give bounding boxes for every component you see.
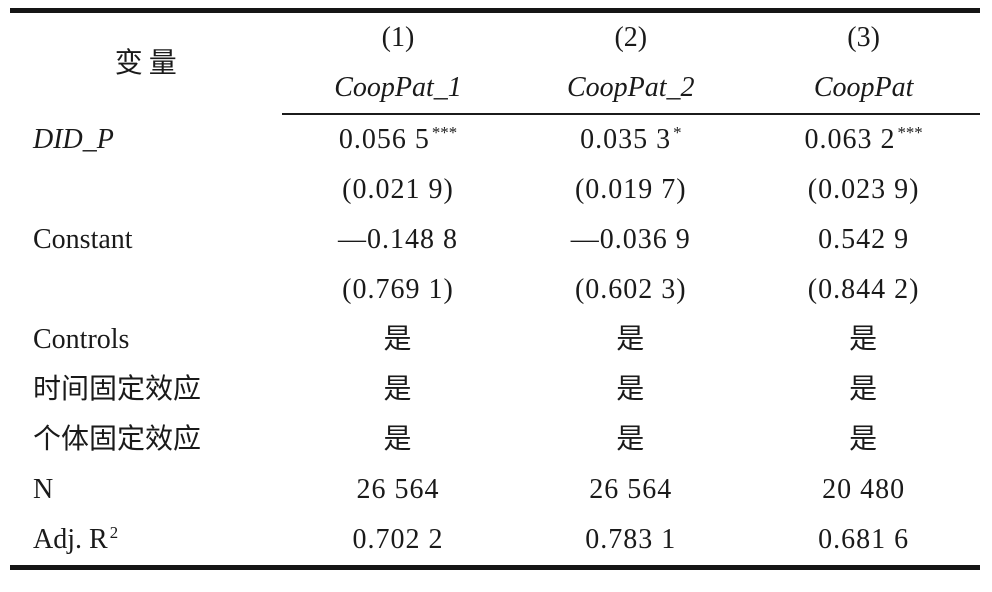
value-cell: 0.702 2 [352,524,444,556]
value-cell: (0.019 7) [574,174,687,206]
value-cell: 是 [849,424,879,456]
column-model-2: CoopPat_2 [514,63,748,115]
value-cell: 是 [383,374,413,406]
significance-stars: * [673,122,682,142]
column-number-2: (2) [614,22,648,54]
table-row: (0.769 1) (0.602 3) (0.844 2) [10,265,980,315]
header-row-model-names: CoopPat_1 CoopPat_2 CoopPat [10,63,980,115]
value-cell: 0.783 1 [585,524,677,556]
regression-table: 变量 (1) (2) (3) CoopPat_1 CoopPat_2 CoopP… [10,8,980,570]
table-row: 个体固定效应 是 是 是 [10,415,980,465]
value-cell: 是 [616,324,646,356]
table-row: Adj. R 2 0.702 2 0.783 1 0.681 6 [10,515,980,568]
value-cell: 是 [849,374,879,406]
row-label [10,265,282,315]
column-number-3: (3) [847,22,880,54]
row-label [10,165,282,215]
table-row: Controls 是 是 是 [10,315,980,365]
value-cell: 是 [616,424,646,456]
value-cell: —0.036 9 [570,224,691,256]
row-label-superscript: 2 [109,522,119,542]
value-cell: 0.035 3 * [580,122,682,156]
row-label: Constant [33,224,133,256]
value-cell: (0.844 2) [807,274,920,306]
value-cell: 26 564 [589,474,673,506]
value-cell: 20 480 [822,474,906,506]
value-cell: 0.056 5 *** [338,122,458,156]
table-row: (0.021 9) (0.019 7) (0.023 9) [10,165,980,215]
column-model-1: CoopPat_1 [281,63,515,115]
value-cell: 26 564 [356,474,440,506]
row-label: DID_P [33,123,114,155]
header-row-model-numbers: 变量 (1) (2) (3) [10,11,980,78]
value-cell: 是 [383,324,413,356]
value-cell: (0.021 9) [342,174,454,206]
table-header: 变量 (1) (2) (3) CoopPat_1 CoopPat_2 CoopP… [10,11,980,115]
column-model-3: CoopPat [747,63,980,115]
value-cell: 是 [849,324,879,356]
value-cell: (0.023 9) [807,174,920,206]
value-cell: 0.681 6 [818,524,910,556]
table-row: Constant —0.148 8 —0.036 9 0.542 9 [10,215,980,265]
value-cell: —0.148 8 [337,224,458,256]
table-body: DID_P 0.056 5 *** 0.035 3 * 0.063 2 *** (0.021 … [10,114,980,568]
table-row: 时间固定效应 是 是 是 [10,365,980,415]
value-cell: 0.542 9 [818,224,910,256]
variable-column-header: 变量 [114,47,183,79]
significance-stars: *** [431,122,458,142]
value-cell: (0.602 3) [574,274,687,306]
significance-stars: *** [897,122,923,142]
value-cell: 是 [383,424,413,456]
table-row: DID_P 0.056 5 *** 0.035 3 * 0.063 2 *** [10,114,980,165]
value-cell: 是 [616,374,646,406]
row-label: Controls [33,324,130,356]
row-label: 时间固定效应 [33,374,202,406]
row-label: N [33,474,54,506]
value-cell: 0.063 2 *** [804,122,923,156]
row-label: 个体固定效应 [33,424,202,456]
value-cell: (0.769 1) [342,274,454,306]
column-number-1: (1) [381,22,415,54]
table-row: N 26 564 26 564 20 480 [10,465,980,515]
regression-table-container: 变量 (1) (2) (3) CoopPat_1 CoopPat_2 CoopP… [10,8,980,570]
